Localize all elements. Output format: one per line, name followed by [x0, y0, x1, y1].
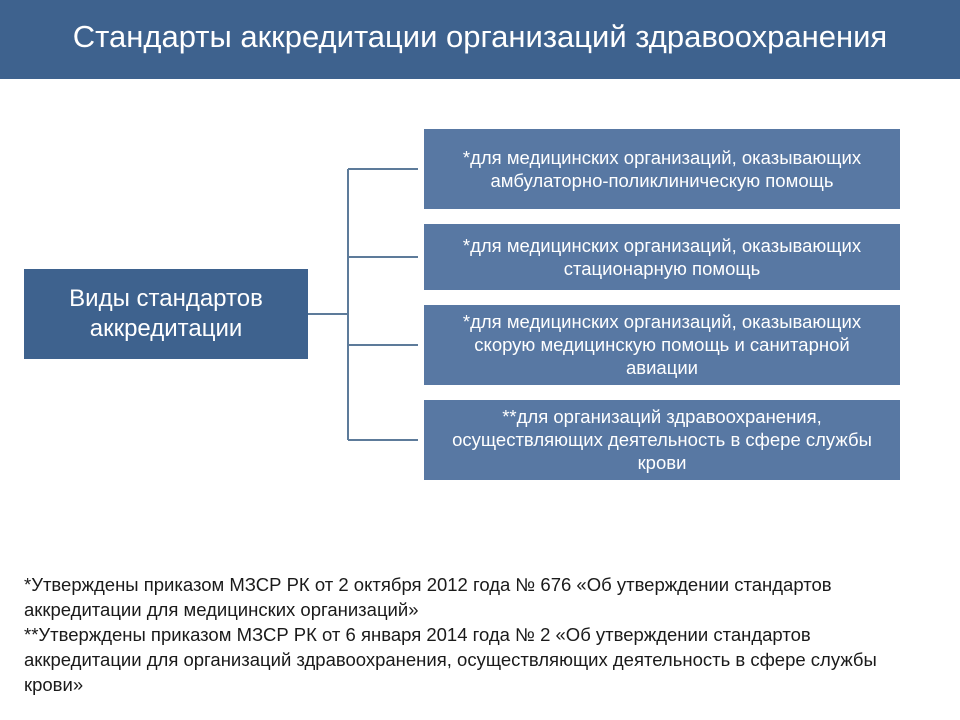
footnotes: *Утверждены приказом МЗСР РК от 2 октябр… — [24, 573, 924, 698]
root-node: Виды стандартов аккредитации — [24, 269, 308, 359]
footnote-line-0: *Утверждены приказом МЗСР РК от 2 октябр… — [24, 573, 924, 623]
slide-title: Стандарты аккредитации организаций здрав… — [0, 0, 960, 79]
leaf-node-0: *для медицинских организаций, оказывающи… — [424, 129, 900, 209]
leaf-node-1: *для медицинских организаций, оказывающи… — [424, 224, 900, 290]
leaf-node-2: *для медицинских организаций, оказывающи… — [424, 305, 900, 385]
footnote-line-1: **Утверждены приказом МЗСР РК от 6 январ… — [24, 623, 924, 698]
org-chart: Виды стандартов аккредитации *для медици… — [0, 109, 960, 549]
leaf-node-3: **для организаций здравоохранения, осуще… — [424, 400, 900, 480]
